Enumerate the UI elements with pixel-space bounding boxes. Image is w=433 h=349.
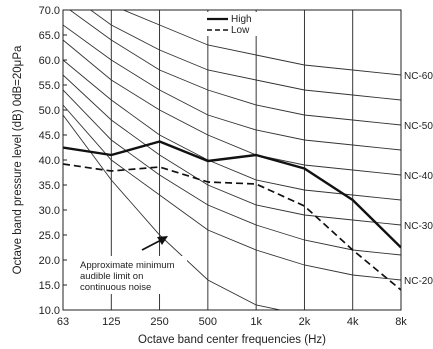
- nc-curve: [63, 24, 401, 151]
- legend: High Low: [205, 12, 267, 36]
- y-tick-label: 20.0: [39, 255, 60, 267]
- nc-curves: [63, 10, 401, 281]
- annotation-arrow-head: [157, 236, 168, 245]
- nc-curve-label: NC-30: [404, 221, 433, 232]
- y-tick-label: 45.0: [39, 130, 60, 142]
- annotation: Approximate minimum audible limit on con…: [75, 236, 187, 294]
- y-tick-label: 55.0: [39, 80, 60, 92]
- x-tick-label: 1k: [250, 316, 262, 328]
- x-tick-label: 4k: [347, 316, 359, 328]
- y-tick-label: 10.0: [39, 305, 60, 317]
- audible-limit-curve: [63, 114, 283, 310]
- x-axis-ticks: 63 125 250 500 1k 2k 4k 8k: [57, 316, 407, 328]
- legend-box: [205, 12, 267, 36]
- nc-curve-label: NC-50: [404, 121, 433, 132]
- x-tick-label: 63: [57, 316, 69, 328]
- x-tick-label: 250: [150, 316, 168, 328]
- y-tick-label: 35.0: [39, 180, 60, 192]
- annotation-line-3: continuous noise: [80, 282, 151, 293]
- y-tick-label: 30.0: [39, 205, 60, 217]
- x-tick-label: 8k: [395, 316, 407, 328]
- y-tick-label: 15.0: [39, 280, 60, 292]
- y-tick-label: 40.0: [39, 155, 60, 167]
- y-tick-label: 25.0: [39, 230, 60, 242]
- series-line-low: [63, 163, 401, 291]
- annotation-line-2: audible limit on: [80, 271, 143, 282]
- y-axis-title: Octave band pressure level (dB) 0dB=20μP…: [12, 45, 24, 274]
- y-tick-label: 50.0: [39, 105, 60, 117]
- nc-curve: [89, 10, 401, 101]
- x-axis-title: Octave band center frequencies (Hz): [138, 334, 326, 346]
- nc-curve: [69, 10, 401, 126]
- y-axis-ticks: 10.0 15.0 20.0 25.0 30.0 35.0 40.0 45.0 50.0 55.0…: [39, 5, 67, 317]
- annotation-line-1: Approximate minimum: [80, 260, 175, 271]
- series-line-high: [63, 140, 401, 249]
- x-tick-label: 125: [102, 316, 120, 328]
- nc-curve-label: NC-40: [404, 171, 433, 182]
- annotation-box: [75, 256, 187, 294]
- audible-limit: [63, 114, 283, 310]
- nc-curve: [122, 10, 401, 76]
- data-series: [63, 140, 401, 291]
- nc-curve-label: NC-20: [404, 276, 433, 287]
- x-tick-label: 2k: [299, 316, 311, 328]
- legend-low-label: Low: [231, 25, 250, 36]
- nc-curve: [63, 104, 401, 281]
- legend-high-label: High: [231, 14, 252, 25]
- nc-curve: [63, 39, 401, 176]
- nc-curve: [63, 89, 401, 256]
- x-tick-label: 500: [199, 316, 217, 328]
- nc-labels: NC-20 NC-30 NC-40 NC-50 NC-60: [404, 71, 433, 287]
- nc-curve-label: NC-60: [404, 71, 433, 82]
- nc-curve: [63, 74, 401, 226]
- y-tick-label: 70.0: [39, 5, 60, 17]
- y-tick-label: 60.0: [39, 55, 60, 67]
- y-tick-label: 65.0: [39, 30, 60, 42]
